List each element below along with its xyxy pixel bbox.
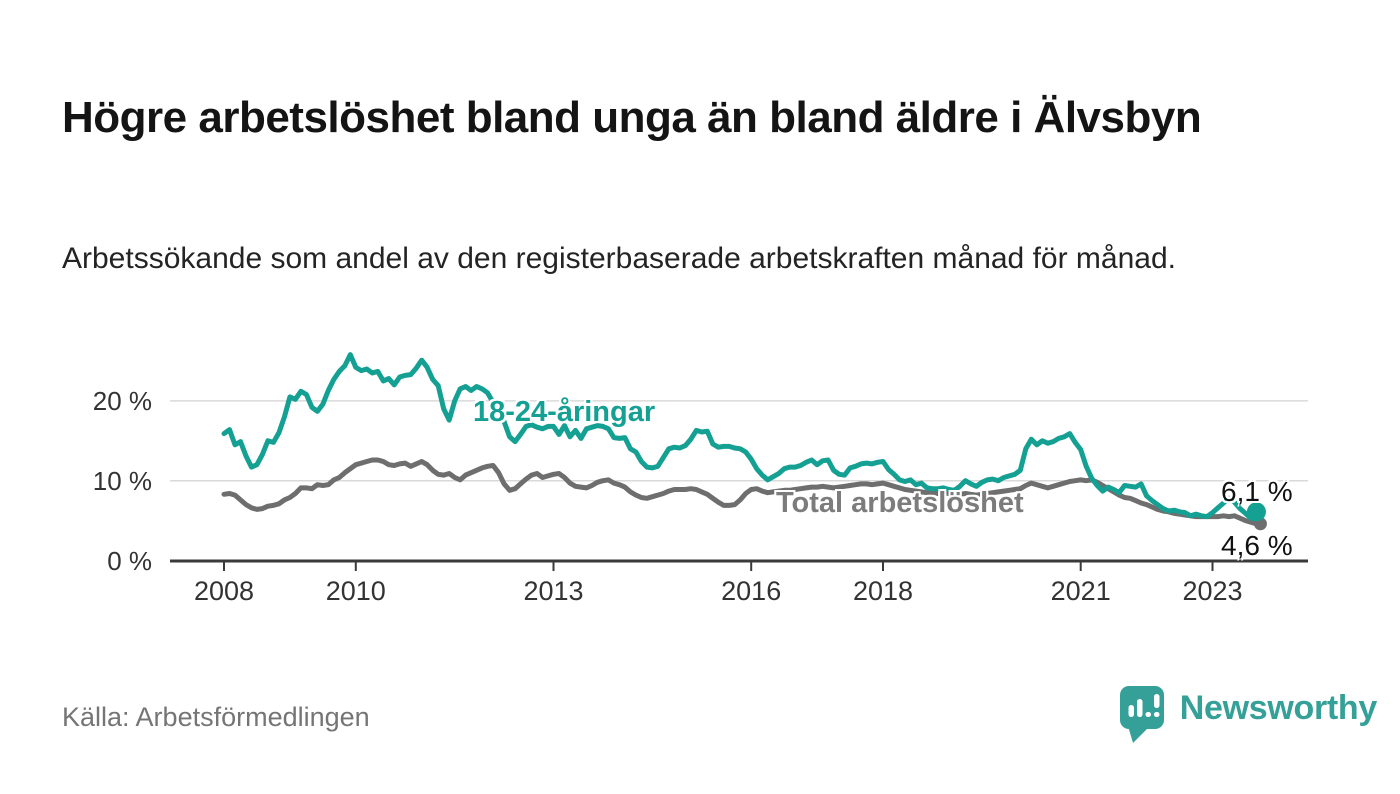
newsworthy-bubble-chart-icon (1119, 686, 1164, 743)
x-tick-label-2018: 2018 (852, 576, 914, 606)
series-line-young (221, 352, 1259, 521)
y-tick-label-10: 10 % (92, 465, 152, 496)
end-dot-young (1246, 502, 1266, 522)
x-tick-label-2016: 2016 (721, 576, 782, 606)
page-subtitle: Arbetssökande som andel av den registerb… (62, 242, 1176, 275)
x-tick-label-2010: 2010 (325, 576, 386, 606)
y-tick-label-0: 0 % (107, 545, 152, 576)
source-note: Källa: Arbetsförmedlingen (62, 702, 370, 732)
end-value-label-total: 4,6 % (1221, 530, 1293, 561)
x-tick-label-2021: 2021 (1050, 576, 1111, 606)
end-value-label-young: 6,1 % (1221, 476, 1293, 507)
x-tick-label-2013: 2013 (523, 576, 584, 606)
newsworthy-logo-text: Newsworthy (1179, 689, 1378, 727)
y-tick-label-20: 20 % (92, 385, 152, 416)
series-line-total (221, 457, 1259, 527)
series-label-young: 18-24-åringar (473, 396, 656, 428)
newsworthy-logo: Newsworthy (1118, 684, 1377, 744)
series-label-total: Total arbetslöshet (776, 487, 1024, 519)
x-tick-label-2023: 2023 (1182, 576, 1243, 606)
x-tick-label-2008: 2008 (193, 576, 255, 606)
page-title: Högre arbetslöshet bland unga än bland ä… (62, 93, 1202, 143)
